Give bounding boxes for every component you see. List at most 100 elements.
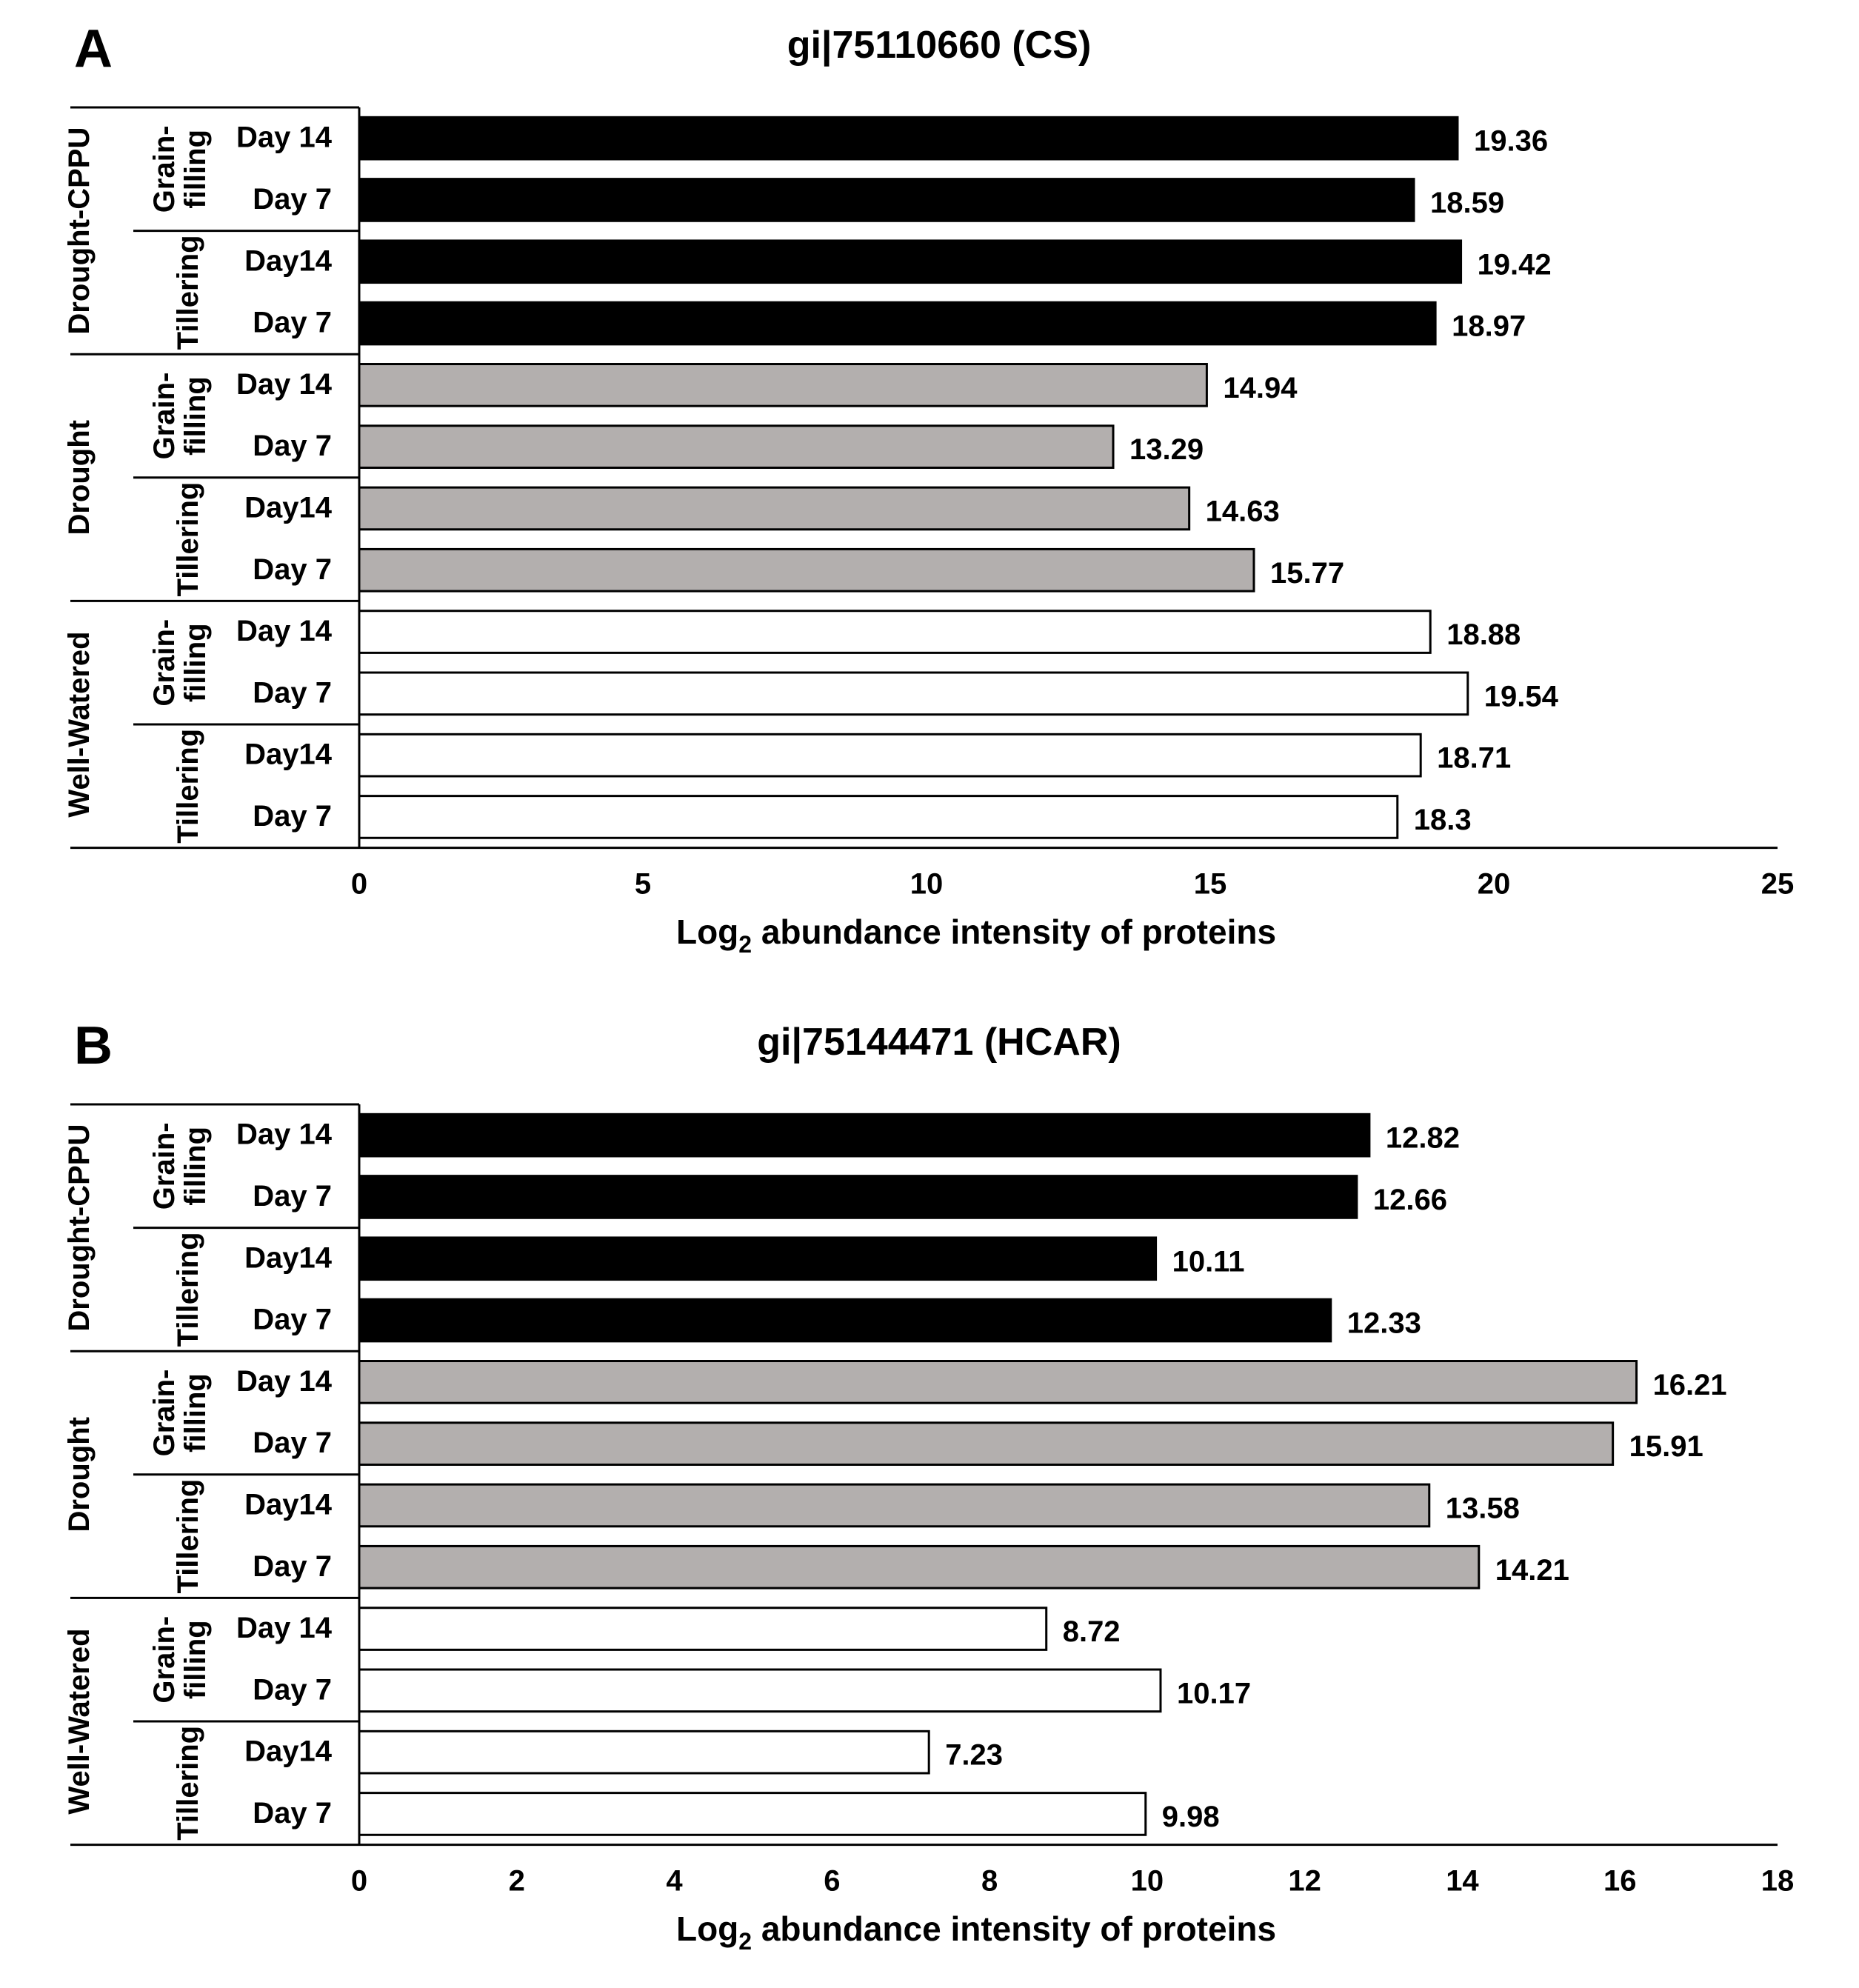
bar: [358, 1483, 1431, 1528]
row-day-label: Day14: [244, 1241, 333, 1274]
bar-value-label: 18.59: [1430, 187, 1504, 219]
bar: [358, 1175, 1358, 1219]
bar: [358, 1544, 1481, 1590]
row-day-label: Day14: [244, 244, 333, 277]
bar-value-label: 15.91: [1629, 1430, 1703, 1463]
stage-label-line1: Grain-: [148, 619, 181, 707]
bar-value-label: 19.42: [1478, 248, 1552, 281]
row-day-label: Day 14: [236, 1118, 333, 1151]
stage-label-line1: Grain-: [148, 1616, 181, 1704]
treatment-label: Drought: [63, 1417, 96, 1532]
x-axis-title-rest: abundance intensity of proteins: [752, 913, 1276, 951]
bar: [358, 547, 1255, 593]
chart-title: gi|75110660 (CS): [787, 24, 1092, 67]
treatment-label: Well-Watered: [63, 631, 96, 817]
bar-value-label: 12.66: [1373, 1184, 1447, 1216]
bar-value-label: 13.29: [1129, 433, 1204, 466]
stage-label-line1: Grain-: [148, 1370, 181, 1457]
row-day-label: Day 7: [253, 1797, 332, 1829]
row-day-label: Day 14: [236, 368, 333, 401]
stage-label: Tillering: [172, 482, 204, 597]
bar-value-label: 18.97: [1452, 310, 1526, 343]
stage-label-line2: filling: [179, 1127, 212, 1206]
stage-label-line2: filling: [179, 623, 212, 702]
stage-label-line1: Grain-: [148, 125, 181, 213]
bar-value-label: 10.17: [1177, 1677, 1251, 1710]
bar: [358, 1421, 1615, 1466]
bar: [358, 733, 1422, 778]
row-day-label: Day 7: [253, 1180, 332, 1213]
bar-value-label: 18.3: [1414, 804, 1472, 836]
row-day-label: Day 7: [253, 1427, 332, 1459]
bar: [358, 1298, 1332, 1343]
treatment-label: Drought-CPPU: [63, 127, 96, 335]
x-tick-label: 15: [1194, 868, 1227, 901]
bar-value-label: 19.54: [1484, 680, 1559, 713]
bar-value-label: 14.94: [1223, 372, 1298, 404]
bar-value-label: 7.23: [945, 1739, 1003, 1772]
row-day-label: Day 7: [253, 676, 332, 709]
stage-label-line1: Grain-: [148, 1122, 181, 1210]
row-day-label: Day14: [244, 491, 333, 524]
x-tick-label: 12: [1288, 1865, 1321, 1898]
bar: [358, 1792, 1147, 1836]
row-day-label: Day 7: [253, 1673, 332, 1706]
row-day-label: Day 7: [253, 430, 332, 462]
row-day-label: Day14: [244, 738, 333, 771]
chart-title: gi|75144471 (HCAR): [757, 1021, 1121, 1064]
bar-value-label: 18.88: [1446, 618, 1521, 651]
x-axis-title-main: Log: [676, 1909, 738, 1948]
bar: [358, 1360, 1638, 1404]
bar: [358, 301, 1437, 346]
bar: [358, 1730, 930, 1775]
row-day-label: Day 7: [253, 307, 332, 339]
panel-b: B gi|75144471 (HCAR) 12.82 Day 14 12.66 Day…: [63, 1016, 1794, 1955]
x-tick-label: 4: [666, 1865, 683, 1898]
bar: [358, 178, 1415, 222]
x-axis-title-subscript: 2: [738, 1928, 752, 1955]
x-tick-label: 5: [635, 868, 651, 901]
row-day-label: Day14: [244, 1735, 333, 1768]
stage-label-line2: filling: [179, 130, 212, 209]
bar-value-label: 9.98: [1162, 1801, 1220, 1833]
x-tick-label: 25: [1761, 868, 1795, 901]
treatment-label: Drought: [63, 420, 96, 536]
panel-a: A gi|75110660 (CS) 19.36 Day 14 18.59 Day 7…: [63, 19, 1794, 958]
plot-area: 12.82 Day 14 12.66 Day 7 Grain-filling 10.11 D…: [63, 1103, 1795, 1898]
row-day-label: Day 7: [253, 1550, 332, 1583]
bar: [358, 239, 1463, 284]
bar: [358, 795, 1399, 839]
x-axis-title: Log2 abundance intensity of proteins: [676, 1909, 1276, 1955]
x-tick-label: 8: [981, 1865, 998, 1898]
panel-letter: A: [74, 19, 113, 79]
bar: [358, 486, 1191, 531]
x-axis-title-main: Log: [676, 913, 738, 951]
row-day-label: Day14: [244, 1488, 333, 1521]
x-tick-label: 10: [1131, 1865, 1164, 1898]
stage-label: Tillering: [172, 235, 204, 350]
x-tick-label: 6: [824, 1865, 840, 1898]
bar-value-label: 16.21: [1653, 1369, 1727, 1401]
bar: [358, 363, 1208, 407]
stage-label-line2: filling: [179, 376, 212, 456]
row-day-label: Day 7: [253, 553, 332, 586]
row-day-label: Day 14: [236, 615, 333, 647]
stage-label-line1: Grain-: [148, 373, 181, 460]
stage-label-line2: filling: [179, 1620, 212, 1699]
x-tick-label: 18: [1761, 1865, 1795, 1898]
x-tick-label: 20: [1478, 868, 1511, 901]
stage-label-line2: filling: [179, 1373, 212, 1452]
stage-label: Tillering: [172, 1479, 204, 1594]
bar-value-label: 19.36: [1474, 125, 1548, 158]
bar-value-label: 13.58: [1446, 1492, 1520, 1524]
x-tick-label: 0: [351, 1865, 367, 1898]
bar-value-label: 18.71: [1437, 742, 1511, 775]
row-day-label: Day 14: [236, 1612, 333, 1644]
bar: [358, 610, 1432, 654]
panel-letter: B: [74, 1016, 113, 1075]
stage-label: Tillering: [172, 1232, 204, 1347]
row-day-label: Day 7: [253, 183, 332, 216]
x-tick-label: 0: [351, 868, 367, 901]
bar-value-label: 15.77: [1270, 557, 1344, 590]
